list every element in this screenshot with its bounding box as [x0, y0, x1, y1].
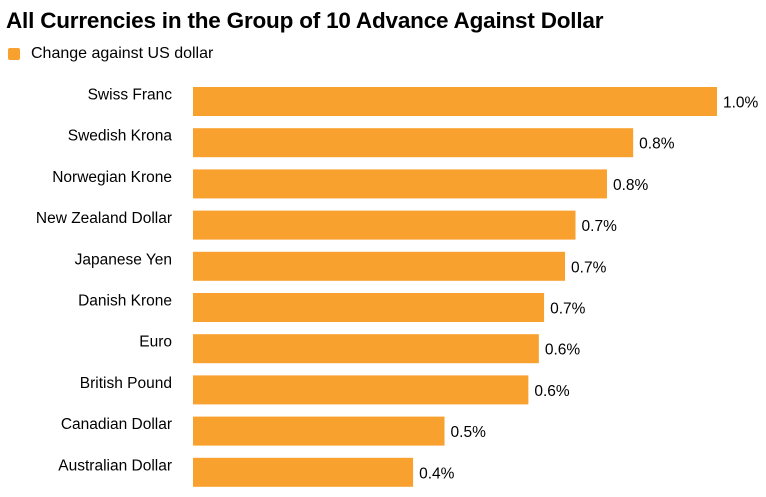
value-label: 0.8%: [639, 136, 675, 153]
legend-swatch: [8, 48, 20, 60]
bar: [193, 128, 634, 158]
bar: [193, 87, 717, 116]
category-label: Japanese Yen: [75, 251, 172, 268]
bar: [193, 293, 545, 322]
value-label: 0.7%: [571, 259, 607, 276]
legend: Change against US dollar: [8, 45, 213, 63]
bar: [193, 375, 529, 405]
bar: [193, 169, 607, 199]
category-label: Swiss Franc: [88, 87, 173, 104]
value-label: 1.0%: [723, 95, 759, 112]
chart-title: All Currencies in the Group of 10 Advanc…: [6, 8, 604, 33]
value-label: 0.5%: [451, 424, 487, 441]
category-label: Australian Dollar: [58, 457, 172, 474]
bar: [193, 210, 576, 240]
bar: [193, 251, 566, 281]
bar: [193, 457, 414, 487]
category-label: Danish Krone: [78, 293, 172, 310]
value-label: 0.4%: [419, 465, 455, 482]
value-label: 0.6%: [534, 383, 570, 400]
value-label: 0.7%: [550, 301, 586, 318]
category-label: Swedish Krona: [68, 128, 173, 145]
legend-label: Change against US dollar: [31, 45, 214, 62]
value-label: 0.8%: [613, 177, 649, 194]
value-label: 0.7%: [582, 218, 618, 235]
bar: [193, 416, 445, 446]
category-label: British Pound: [80, 375, 172, 392]
category-label: Euro: [139, 334, 172, 351]
category-label: Canadian Dollar: [61, 416, 172, 433]
category-label: New Zealand Dollar: [36, 210, 172, 227]
category-label: Norwegian Krone: [52, 169, 172, 186]
bar: [193, 334, 539, 364]
value-label: 0.6%: [545, 342, 581, 359]
